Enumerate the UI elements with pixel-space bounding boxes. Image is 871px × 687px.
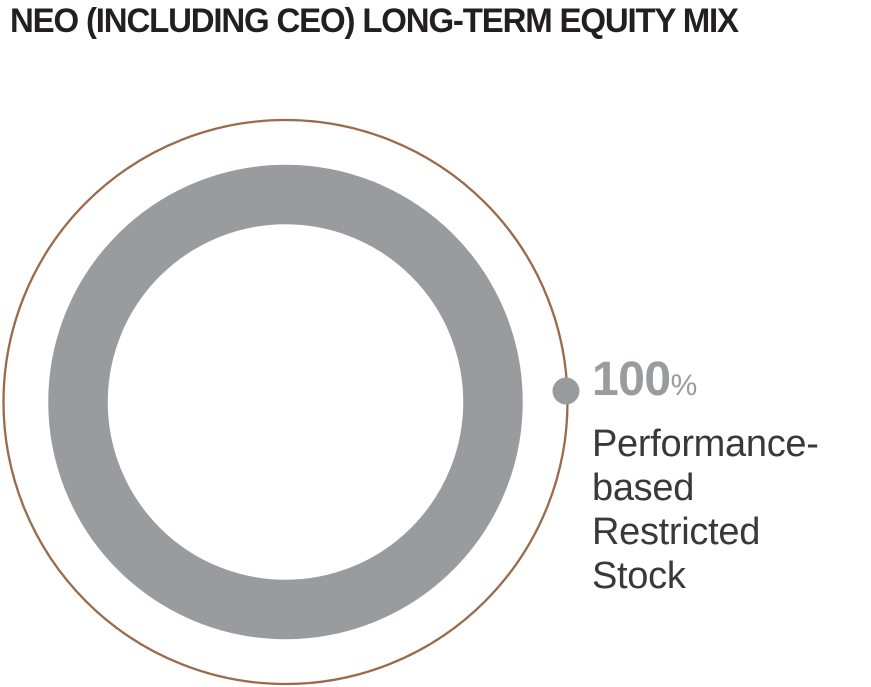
chart-title: NEO (INCLUDING CEO) LONG-TERM EQUITY MIX — [10, 2, 739, 40]
percent-sign: % — [670, 369, 698, 402]
value-text: 100 — [592, 353, 671, 406]
category-label: Performance- based Restricted Stock — [592, 422, 871, 598]
category-label-line-1: Performance- — [592, 423, 819, 465]
slice-callout: 100% Performance- based Restricted Stock — [592, 356, 871, 598]
marker-dot — [552, 377, 580, 405]
category-label-line-3: Stock — [592, 555, 686, 597]
callout-value-line: 100% — [592, 356, 871, 415]
donut-ring — [48, 164, 523, 640]
category-label-line-2: based Restricted — [592, 467, 761, 553]
